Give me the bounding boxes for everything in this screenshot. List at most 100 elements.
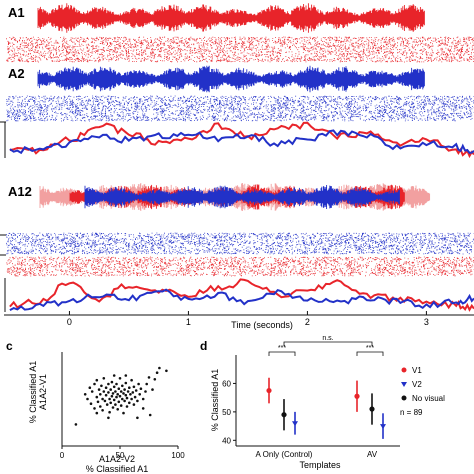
scatter-point — [132, 385, 136, 389]
scatter-point — [109, 388, 112, 391]
waveform-a2 — [37, 65, 425, 93]
scatter-point — [141, 397, 145, 401]
scatter-point — [117, 387, 121, 391]
panel-c-ylabel-line2: A1A2-V1 — [38, 374, 48, 410]
scatter-point — [138, 393, 141, 396]
scatter-point — [104, 386, 108, 390]
scatter-point — [115, 395, 118, 399]
scatter-point — [93, 407, 96, 410]
scatter-point — [117, 400, 121, 404]
scatter-point — [158, 366, 161, 370]
scatter-point — [128, 386, 131, 390]
panel-d-ytick-label: 50 — [222, 408, 231, 417]
panel-c-xlabel-line1: A1A2-V2 — [99, 454, 135, 464]
sig-bracket-av-label: *** — [366, 345, 374, 352]
time-axis-label: Time (seconds) — [231, 320, 293, 330]
scatter-point — [112, 385, 116, 389]
panel-c-xtick-label: 0 — [60, 451, 65, 460]
raster-a12-blue — [6, 232, 474, 255]
panel-d-ylabel: % Classified A1 — [210, 369, 220, 432]
scatter-point — [123, 399, 126, 403]
scatter-point — [125, 405, 129, 408]
legend-label: No visual — [412, 394, 445, 403]
scatter-point — [136, 399, 139, 403]
legend-marker — [401, 382, 407, 387]
panel-c-plot: 0 50 100 — [60, 352, 185, 460]
label-a1: A1 — [8, 5, 25, 20]
legend-label: V2 — [412, 380, 422, 389]
scatter-point — [124, 393, 128, 397]
scatter-point — [74, 423, 78, 426]
legend-marker — [401, 367, 407, 373]
panel-d-ytick-label: 60 — [222, 379, 231, 388]
scatter-point — [107, 382, 110, 386]
scatter-point — [121, 384, 124, 388]
scatter-point — [99, 405, 102, 408]
point-no-visual — [369, 406, 375, 412]
scatter-point — [136, 416, 139, 420]
panel-c-xlabel-line2: % Classified A1 — [86, 464, 149, 474]
legend-label: V1 — [412, 366, 422, 375]
point-v1 — [354, 393, 360, 399]
scatter-point — [107, 391, 110, 394]
raster-a1-dots — [6, 36, 474, 63]
scatter-point — [124, 374, 128, 377]
trace-top-series-1 — [9, 129, 474, 155]
scatter-point — [129, 393, 132, 396]
scatter-point — [112, 374, 116, 377]
scatter-point — [109, 401, 112, 405]
scatter-point — [119, 390, 123, 393]
waveform-a2-path — [37, 65, 425, 93]
scatter-point — [102, 390, 106, 393]
sig-bracket-control — [268, 351, 296, 356]
time-tick-label: 0 — [67, 317, 72, 327]
scatter-point — [104, 393, 108, 397]
scatter-point — [115, 382, 118, 386]
scatter-point — [103, 399, 107, 403]
scatter-point — [118, 377, 122, 380]
scatter-point — [100, 384, 103, 388]
scatter-point — [89, 402, 93, 406]
waveform-a1-path — [37, 3, 425, 33]
scatter-point — [139, 387, 143, 391]
waveform-a12 — [39, 183, 431, 211]
scatter-point — [108, 397, 111, 401]
scatter-point — [153, 378, 157, 381]
panel-c-ylabel-line1: % Classified A1 — [28, 361, 38, 424]
trace-top-series-0 — [9, 121, 474, 159]
scatter-point — [88, 386, 92, 390]
label-d: d — [200, 339, 207, 353]
scatter-point — [114, 403, 117, 406]
sig-bracket-between-label: n.s. — [322, 335, 333, 342]
panel-d-ytick-label: 40 — [222, 436, 231, 445]
scatter-point — [124, 381, 128, 385]
scatter-point — [132, 403, 136, 406]
time-tick-label: 1 — [186, 317, 191, 327]
scatter-point — [107, 416, 110, 420]
label-c: c — [6, 339, 13, 353]
scatter-point — [118, 394, 122, 398]
panel-d-category-label: AV — [367, 450, 378, 459]
scatter-point — [151, 388, 154, 391]
time-axis: 0 1 2 3 — [4, 311, 474, 327]
scatter-point — [90, 390, 94, 393]
raster-a12-red-dots — [6, 256, 474, 277]
scatter-point — [133, 395, 137, 399]
raster-a12-blue-dots — [6, 232, 474, 255]
scatter-point — [116, 408, 119, 411]
raster-a1 — [6, 36, 474, 63]
scatter-point — [126, 390, 130, 393]
point-v2 — [292, 421, 298, 427]
legend-n-label: n = 89 — [400, 408, 423, 417]
scatter-point — [83, 393, 87, 396]
time-tick-label: 2 — [305, 317, 310, 327]
scatter-point — [123, 388, 126, 391]
waveform-a12-blue-path — [84, 185, 400, 209]
scatter-point — [86, 397, 89, 401]
scatter-point — [130, 397, 133, 401]
scatter-point — [131, 391, 135, 394]
scatter-point — [134, 389, 138, 392]
label-a12: A12 — [8, 184, 32, 199]
scatter-point — [144, 390, 147, 393]
scatter-point — [101, 409, 104, 412]
